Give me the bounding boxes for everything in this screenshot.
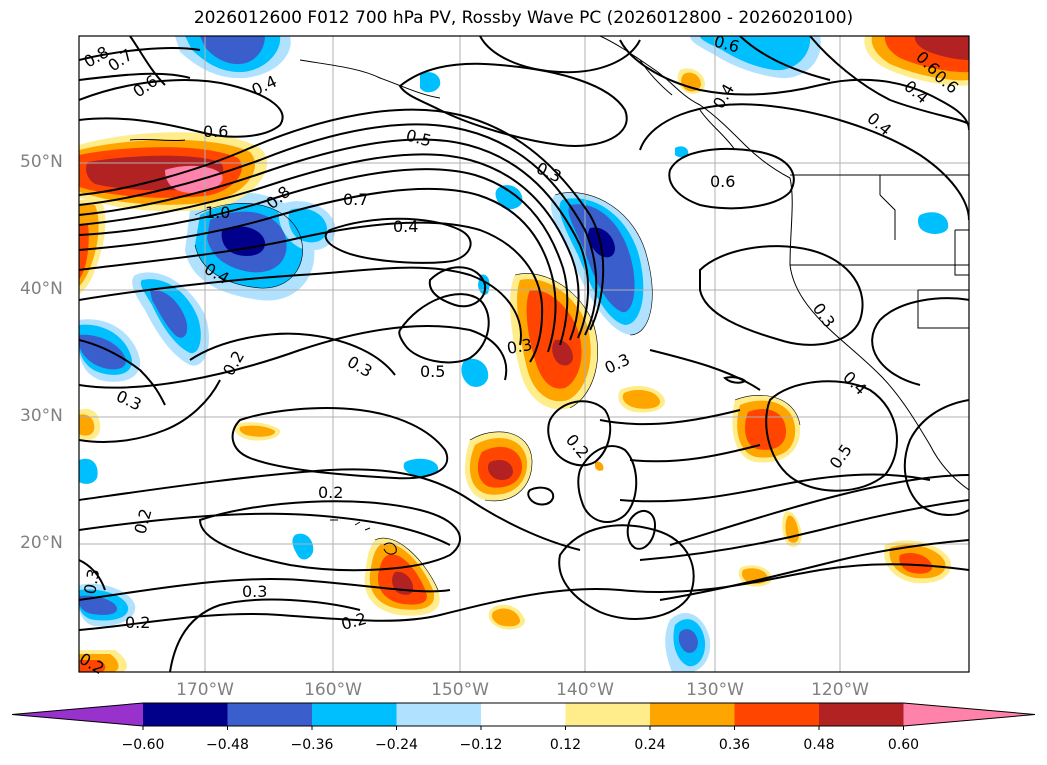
colorbar-segment bbox=[143, 703, 228, 726]
contour-label: 0.2 bbox=[125, 613, 150, 632]
contour-label: 0.5 bbox=[420, 362, 445, 381]
pv-contours bbox=[79, 36, 969, 672]
colorbar-tick-label: −0.48 bbox=[206, 737, 249, 753]
coastlines bbox=[129, 36, 969, 555]
contour-label: 0.3 bbox=[242, 582, 267, 601]
colorbar-segment bbox=[481, 703, 566, 726]
map-frame bbox=[78, 35, 970, 673]
contour-label: 0.3 bbox=[505, 335, 533, 358]
contour-label: 0.2 bbox=[318, 483, 343, 502]
colorbar-tick-label: −0.60 bbox=[121, 737, 165, 753]
colorbar-segment bbox=[227, 703, 313, 726]
contour-label: 1.0 bbox=[205, 203, 230, 222]
graticule bbox=[79, 36, 969, 672]
lon-label: 130°W bbox=[686, 680, 744, 700]
colorbar bbox=[11, 702, 1036, 730]
colorbar-tick-label: −0.36 bbox=[290, 737, 334, 753]
colorbar-tick-label: −0.12 bbox=[459, 737, 503, 753]
negative-anomaly-shading bbox=[79, 36, 949, 672]
lon-label: 120°W bbox=[811, 680, 869, 700]
contour-label: 0.6 bbox=[710, 172, 735, 191]
colorbar-tick-label: 0.24 bbox=[634, 737, 666, 753]
lon-label: 170°W bbox=[176, 680, 234, 700]
contour-label: 0.6 bbox=[203, 122, 228, 141]
colorbar-tick-label: 0.36 bbox=[718, 737, 751, 753]
contour-label: 0.3 bbox=[80, 567, 103, 595]
colorbar-tick-label: −0.24 bbox=[375, 737, 418, 753]
colorbar-tick-label: 0.48 bbox=[803, 737, 835, 753]
colorbar-segment bbox=[734, 703, 820, 726]
colorbar-tick-label: 0.60 bbox=[887, 737, 920, 753]
colorbar-tick-label: 0.12 bbox=[549, 737, 582, 753]
colorbar-extend-high bbox=[903, 703, 1035, 726]
lat-label: 30°N bbox=[20, 406, 63, 426]
lat-label: 40°N bbox=[20, 279, 63, 299]
colorbar-segment bbox=[650, 703, 735, 726]
colorbar-segment bbox=[396, 703, 482, 726]
pv-anomaly-fill bbox=[79, 36, 969, 672]
lon-label: 160°W bbox=[304, 680, 362, 700]
contour-label: 0.7 bbox=[343, 190, 368, 209]
lat-label: 50°N bbox=[20, 152, 63, 172]
plot-title: 2026012600 F012 700 hPa PV, Rossby Wave … bbox=[193, 8, 854, 28]
contour-label: 0.4 bbox=[393, 217, 418, 236]
lon-label: 140°W bbox=[556, 680, 614, 700]
colorbar-segment bbox=[819, 703, 904, 726]
colorbar-segment bbox=[565, 703, 651, 726]
lat-label: 20°N bbox=[20, 533, 63, 553]
anomaly-outlines bbox=[194, 192, 801, 591]
colorbar-segment bbox=[312, 703, 397, 726]
lon-label: 150°W bbox=[431, 680, 489, 700]
colorbar-extend-low bbox=[12, 703, 143, 726]
